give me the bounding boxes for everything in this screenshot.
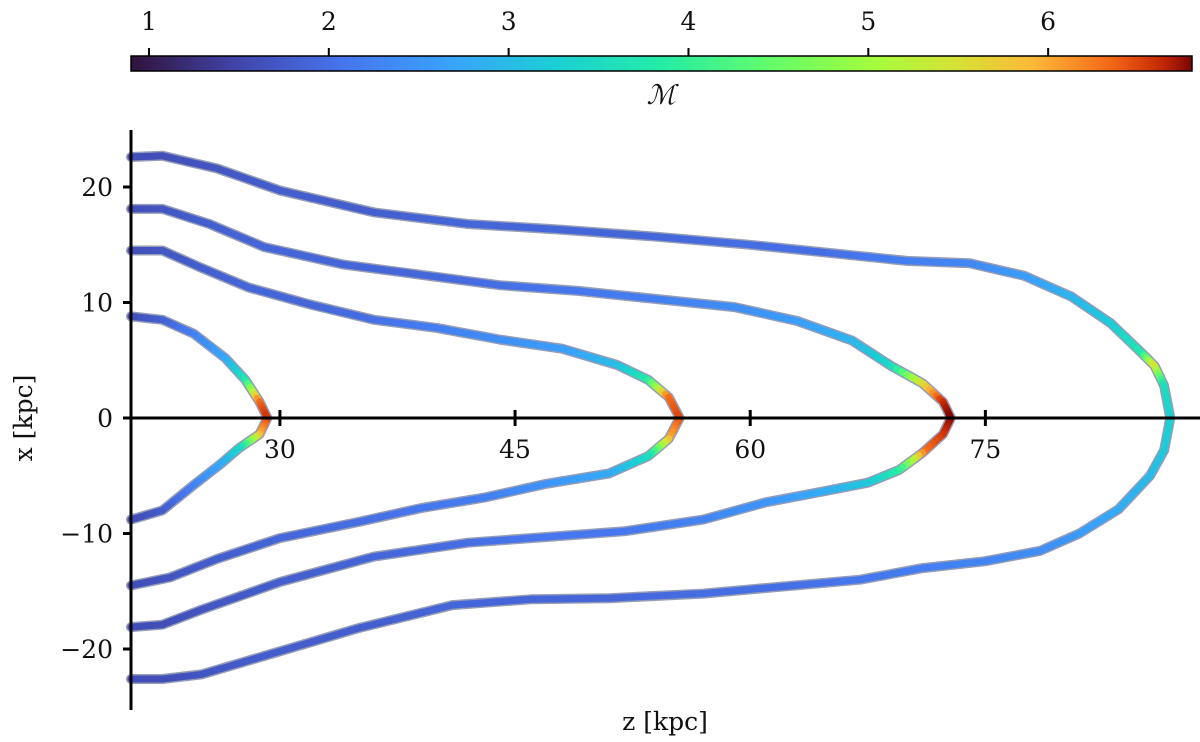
y-tick-label: −20 (60, 635, 113, 664)
colorbar-tick-label: 2 (321, 7, 337, 36)
contour-1 (126, 311, 273, 525)
colorbar-tick-label: 6 (1040, 7, 1056, 36)
contour-2 (126, 245, 685, 591)
x-tick-label: 45 (499, 435, 531, 464)
colorbar-tick-label: 4 (681, 7, 697, 36)
y-tick-label: 20 (81, 173, 113, 202)
colorbar: 1 2 3 4 5 6 ℳ (130, 7, 1193, 111)
colorbar-tick-label: 5 (860, 7, 876, 36)
contour-3 (126, 203, 956, 633)
x-tick-label: 60 (734, 435, 766, 464)
contour-series (126, 150, 1176, 684)
colorbar-tick-label: 1 (141, 7, 157, 36)
x-axis-label: z [kpc] (622, 707, 708, 736)
y-tick-label: 10 (81, 289, 113, 318)
colorbar-gradient (130, 55, 1193, 72)
y-tick-label: 0 (97, 404, 113, 433)
x-tick-label: 75 (969, 435, 1001, 464)
y-ticks: 20 10 0 −10 −20 (60, 173, 131, 664)
axes: 30 45 60 75 20 10 0 −10 −20 (60, 130, 1200, 710)
colorbar-tick-label: 3 (501, 7, 517, 36)
y-axis-label: x [kpc] (9, 375, 38, 462)
y-tick-label: −10 (60, 520, 113, 549)
colorbar-label: ℳ (647, 80, 680, 111)
x-ticks: 30 45 60 75 (264, 410, 1001, 464)
colorbar-ticks: 1 2 3 4 5 6 (141, 7, 1056, 56)
x-tick-label: 30 (264, 435, 296, 464)
